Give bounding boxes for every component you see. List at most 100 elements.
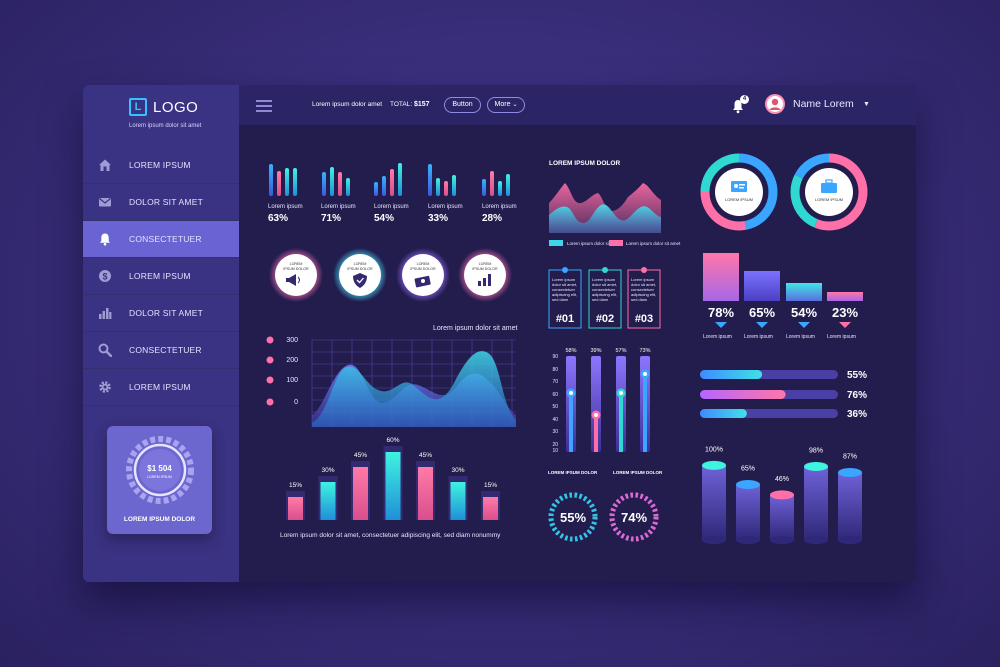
- ring-label: LOREM IPSUM DOLOR: [548, 470, 598, 475]
- badge-4[interactable]: LOREM IPSUM DOLOR: [458, 248, 512, 302]
- primary-button[interactable]: Button: [444, 97, 481, 113]
- area-chart: [311, 339, 516, 427]
- shield-icon: [353, 273, 367, 288]
- logo[interactable]: L LOGO: [129, 98, 198, 116]
- slider-value: 73%: [639, 348, 650, 354]
- slider-1[interactable]: 58%: [565, 348, 577, 452]
- mini-bar-group-3: Lorem ipsum 54%: [374, 163, 409, 224]
- progress-bar-3: 36%: [700, 409, 867, 420]
- ring-2: LOREM IPSUM DOLOR 74%: [609, 470, 663, 542]
- logo-text: LOGO: [153, 98, 199, 116]
- bell-icon: [98, 232, 112, 246]
- rank-card-3[interactable]: Lorem ipsum dolor sit amet, consectetuer…: [627, 267, 661, 329]
- total: TOTAL: $157: [390, 101, 430, 108]
- card-sub: LOREM IPSUM: [147, 475, 172, 479]
- rank-number: #03: [635, 313, 653, 325]
- sidebar-item-3[interactable]: CONSECTETUER: [83, 221, 239, 258]
- sidebar-item-5[interactable]: DOLOR SIT AMET: [83, 295, 239, 332]
- balance-card[interactable]: $1 504 LOREM IPSUM LOREM IPSUM DOLOR: [107, 426, 212, 534]
- badge-2[interactable]: LOREM IPSUM DOLOR: [333, 248, 387, 302]
- cylinder-chart: 100% 65% 46% 98% 87%: [702, 446, 862, 544]
- step-label: Lorem ipsum: [744, 334, 773, 340]
- rank-text: Lorem ipsum dolor sit amet, consectetuer…: [631, 277, 657, 302]
- cylinder-base: [770, 536, 794, 544]
- bar-value-label: 30%: [321, 467, 334, 474]
- sidebar-item-label: LOREM IPSUM: [129, 382, 191, 392]
- step-bar-2: 65% Lorem ipsum: [744, 271, 780, 340]
- bar-value-label: 60%: [386, 437, 399, 444]
- badge-sub: IPSUM DOLOR: [410, 267, 436, 271]
- user-name[interactable]: Name Lorem: [793, 98, 854, 110]
- bar-chart-caption: Lorem ipsum dolor sit amet, consectetuer…: [280, 532, 501, 539]
- bar: [418, 467, 433, 520]
- step-bar-3: 54% Lorem ipsum: [786, 283, 822, 340]
- cylinder-top: [702, 460, 726, 470]
- mail-icon: [98, 195, 112, 209]
- bar-value-label: 45%: [419, 452, 432, 459]
- step-label: Lorem ipsum: [786, 334, 815, 340]
- avatar[interactable]: [765, 94, 785, 114]
- mini-bar-group-5: Lorem ipsum 28%: [482, 171, 517, 224]
- bar-chart-icon: [98, 306, 112, 320]
- cylinder-value: 100%: [705, 446, 723, 453]
- sidebar-item-2[interactable]: DOLOR SIT AMET: [83, 184, 239, 221]
- slider-2[interactable]: 39%: [590, 348, 602, 452]
- rank-card-2[interactable]: Lorem ipsum dolor sit amet, consectetuer…: [588, 267, 622, 329]
- slider-tick: 20: [552, 442, 558, 448]
- cylinder-top: [736, 480, 760, 490]
- money-icon: [414, 275, 431, 288]
- step-bar-1: 78% Lorem ipsum: [703, 253, 739, 340]
- sliders: 58% 39% 57% 73%: [565, 348, 651, 452]
- badge-3[interactable]: LOREM IPSUM DOLOR: [396, 248, 450, 302]
- cylinder-base: [702, 536, 726, 544]
- rank-text: Lorem ipsum dolor sit amet, consectetuer…: [592, 277, 618, 302]
- notification-count: 4: [740, 95, 749, 104]
- bar-value-label: 15%: [289, 482, 302, 489]
- total-label: TOTAL:: [390, 101, 413, 108]
- sidebar-item-label: CONSECTETUER: [129, 345, 202, 355]
- bar-value-label: 45%: [354, 452, 367, 459]
- slider-4[interactable]: 73%: [639, 348, 651, 452]
- svg-text:$: $: [102, 271, 107, 281]
- notifications-button[interactable]: 4: [732, 95, 752, 120]
- slider-value: 39%: [590, 348, 601, 354]
- topbar-text: Lorem ipsum dolor amet: [312, 101, 383, 108]
- mini-bar-value: 54%: [374, 213, 394, 224]
- mini-bar-label: Lorem ipsum: [268, 204, 303, 210]
- sidebar-item-6[interactable]: CONSECTETUER: [83, 332, 239, 369]
- sidebar-item-1[interactable]: LOREM IPSUM: [83, 147, 239, 184]
- sidebar-item-7[interactable]: LOREM IPSUM: [83, 369, 239, 406]
- donut-2: LOREM IPSUM: [790, 153, 868, 231]
- cylinder-top: [804, 461, 828, 471]
- slider-tick: 80: [552, 367, 558, 373]
- wave-legend-label: Lorem ipsum dolor sit amet: [626, 241, 681, 246]
- cylinder-top: [838, 467, 862, 477]
- ring-label: LOREM IPSUM DOLOR: [613, 470, 663, 475]
- ring-value: 74%: [621, 510, 647, 525]
- main-content: Lorem ipsum 63% Lorem ipsum 71% Lorem ip…: [266, 153, 868, 544]
- sidebar-item-4[interactable]: $ LOREM IPSUM: [83, 258, 239, 295]
- slider-value: 58%: [565, 348, 576, 354]
- slider-3[interactable]: 57%: [615, 348, 627, 452]
- user-menu-caret-icon[interactable]: ▼: [863, 101, 870, 108]
- badge-title: LOREM: [417, 262, 430, 266]
- card-value: $1 504: [147, 464, 172, 473]
- more-button[interactable]: More ⌄: [487, 97, 525, 113]
- badge-title: LOREM: [354, 262, 367, 266]
- rank-text: Lorem ipsum dolor sit amet, consectetuer…: [552, 277, 578, 302]
- slider-tick: 10: [552, 448, 558, 454]
- sidebar-item-label: LOREM IPSUM: [129, 160, 191, 170]
- mini-bar-label: Lorem ipsum: [374, 204, 409, 210]
- cylinder-base: [838, 536, 862, 544]
- slider-tick: 60: [552, 392, 558, 398]
- badge-1[interactable]: LOREM IPSUM DOLOR: [269, 248, 323, 302]
- rank-card-1[interactable]: Lorem ipsum dolor sit amet, consectetuer…: [548, 267, 582, 329]
- chevron-down-icon: ⌄: [512, 102, 518, 108]
- rank-number: #02: [596, 313, 614, 325]
- mini-bar-value: 28%: [482, 213, 502, 224]
- hamburger-menu-icon[interactable]: [256, 100, 272, 112]
- cylinder-top: [770, 490, 794, 500]
- total-value: $157: [413, 101, 430, 108]
- mini-bar-label: Lorem ipsum: [321, 204, 356, 210]
- sidebar-menu: LOREM IPSUM DOLOR SIT AMET CONSECTETUER …: [83, 147, 239, 406]
